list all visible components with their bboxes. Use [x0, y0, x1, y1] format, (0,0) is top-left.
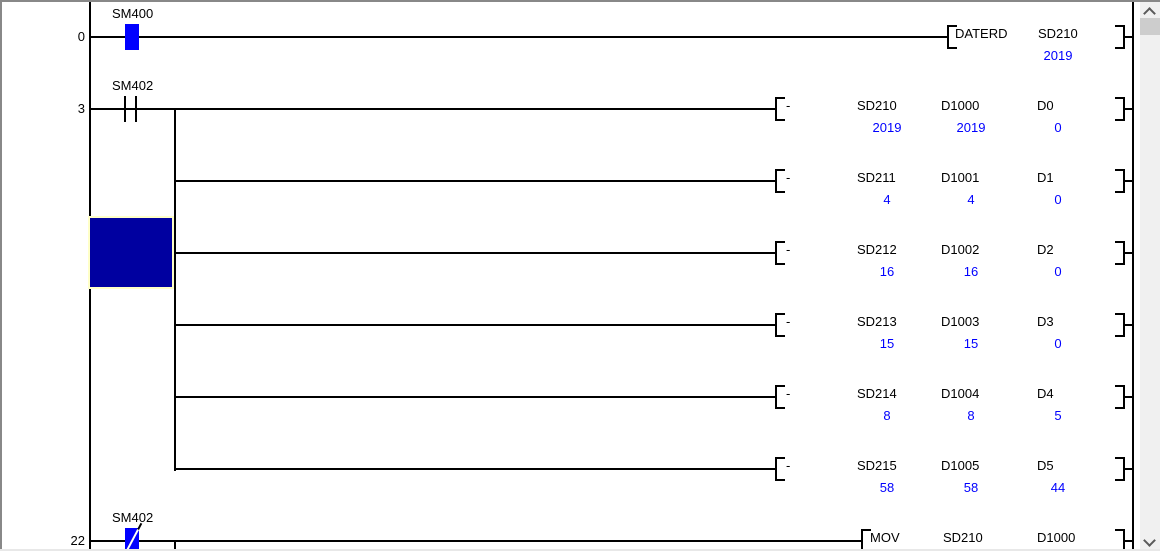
rung-line: [90, 108, 776, 110]
mnemonic-label: -: [786, 170, 791, 185]
operand-label: D1000: [941, 98, 980, 113]
open-bracket: [861, 529, 871, 551]
mnemonic-label: DATERD: [955, 26, 1008, 41]
window-border-top: [0, 0, 1160, 2]
operand-label: SD210: [1038, 26, 1078, 41]
operand-label: SD215: [857, 458, 897, 473]
monitor-value: 58: [963, 480, 979, 495]
right-rail-connector: [1123, 324, 1134, 326]
operand-label: D1005: [941, 458, 980, 473]
open-bracket: [775, 313, 785, 337]
mnemonic-label: -: [786, 458, 791, 473]
monitor-value: 2019: [1043, 48, 1073, 63]
vertical-scrollbar[interactable]: [1140, 2, 1160, 551]
device-label: SM402: [112, 510, 154, 525]
operand-label: SD213: [857, 314, 897, 329]
operand-label: SD214: [857, 386, 897, 401]
operand-label: D1: [1037, 170, 1054, 185]
monitor-value: 16: [963, 264, 979, 279]
branch-rail: [174, 108, 176, 471]
monitor-value: 8: [967, 408, 975, 423]
open-bracket: [775, 169, 785, 193]
operand-label: D5: [1037, 458, 1054, 473]
right-rail-connector: [1123, 396, 1134, 398]
step-number: 0: [77, 29, 85, 44]
branch-line: [175, 396, 776, 398]
window-border-left: [0, 0, 2, 551]
monitor-value: 8: [883, 408, 891, 423]
branch-rail: [174, 540, 176, 551]
device-label: SM402: [112, 78, 154, 93]
right-rail-connector: [1123, 540, 1134, 542]
mnemonic-label: MOV: [870, 530, 900, 545]
operand-label: D2: [1037, 242, 1054, 257]
rung-line: [90, 540, 861, 542]
operand-label: D1001: [941, 170, 980, 185]
device-label: SM400: [112, 6, 154, 21]
open-bracket: [775, 241, 785, 265]
operand-label: D4: [1037, 386, 1054, 401]
monitor-value: 44: [1050, 480, 1066, 495]
edit-cursor[interactable]: [88, 216, 174, 289]
monitor-value: 16: [879, 264, 895, 279]
right-rail-connector: [1123, 252, 1134, 254]
rung-line: [90, 36, 947, 38]
monitor-value: 4: [883, 192, 891, 207]
monitor-value: 0: [1054, 336, 1062, 351]
operand-label: D3: [1037, 314, 1054, 329]
branch-line: [175, 324, 776, 326]
operand-label: D1004: [941, 386, 980, 401]
monitor-value: 15: [879, 336, 895, 351]
mnemonic-label: -: [786, 98, 791, 113]
monitor-value: 5: [1054, 408, 1062, 423]
branch-line: [175, 468, 776, 470]
monitor-value: 0: [1054, 192, 1062, 207]
operand-label: SD212: [857, 242, 897, 257]
monitor-value: 2019: [872, 120, 902, 135]
branch-line: [175, 252, 776, 254]
right-rail-connector: [1123, 180, 1134, 182]
monitor-value: 58: [879, 480, 895, 495]
operand-label: D0: [1037, 98, 1054, 113]
open-bracket: [947, 25, 957, 49]
step-number: 3: [77, 101, 85, 116]
open-bracket: [775, 457, 785, 481]
monitor-value: 0: [1054, 264, 1062, 279]
operand-label: SD210: [857, 98, 897, 113]
right-rail-connector: [1123, 108, 1134, 110]
monitor-value: 4: [967, 192, 975, 207]
monitor-value: 15: [963, 336, 979, 351]
right-power-rail: [1132, 2, 1134, 551]
no-contact-symbol: [135, 96, 137, 122]
branch-line: [175, 180, 776, 182]
operand-label: D1002: [941, 242, 980, 257]
operand-label: D1000: [1037, 530, 1076, 545]
open-bracket: [775, 385, 785, 409]
scrollbar-thumb[interactable]: [1140, 18, 1160, 35]
window-border-bottom: [0, 549, 1160, 551]
mnemonic-label: -: [786, 314, 791, 329]
open-bracket: [775, 97, 785, 121]
scroll-up-button[interactable]: [1140, 2, 1160, 20]
chevron-down-icon: [1143, 534, 1156, 547]
right-rail-connector: [1123, 468, 1134, 470]
right-rail-connector: [1123, 36, 1134, 38]
step-number: 22: [70, 533, 85, 548]
no-contact-energized-symbol: [125, 24, 139, 50]
no-contact-symbol: [124, 96, 126, 122]
mnemonic-label: -: [786, 242, 791, 257]
operand-label: SD211: [857, 170, 896, 185]
operand-label: SD210: [943, 530, 983, 545]
operand-label: D1003: [941, 314, 980, 329]
monitor-value: 2019: [956, 120, 986, 135]
mnemonic-label: -: [786, 386, 791, 401]
monitor-value: 0: [1054, 120, 1062, 135]
